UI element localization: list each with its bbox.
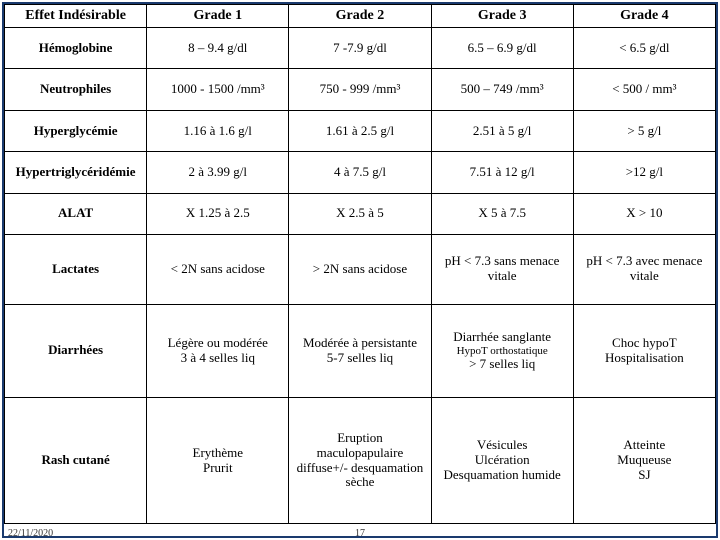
- cell: 6.5 – 6.9 g/dl: [431, 28, 573, 69]
- cell: 1000 - 1500 /mm³: [147, 69, 289, 110]
- cell: < 2N sans acidose: [147, 235, 289, 305]
- header-grade4: Grade 4: [573, 5, 715, 28]
- cell: 7 -7.9 g/dl: [289, 28, 431, 69]
- cell: 750 - 999 /mm³: [289, 69, 431, 110]
- cell: AtteinteMuqueuseSJ: [573, 398, 715, 524]
- header-grade3: Grade 3: [431, 5, 573, 28]
- cell: Légère ou modérée3 à 4 selles liq: [147, 304, 289, 397]
- header-grade2: Grade 2: [289, 5, 431, 28]
- cell: 8 – 9.4 g/dl: [147, 28, 289, 69]
- header-grade1: Grade 1: [147, 5, 289, 28]
- table-header-row: Effet Indésirable Grade 1 Grade 2 Grade …: [5, 5, 716, 28]
- row-label: Hypertriglycéridémie: [5, 152, 147, 193]
- cell: pH < 7.3 avec menace vitale: [573, 235, 715, 305]
- cell: Modérée à persistante5-7 selles liq: [289, 304, 431, 397]
- cell: > 5 g/l: [573, 110, 715, 151]
- table-row: Hyperglycémie1.16 à 1.6 g/l1.61 à 2.5 g/…: [5, 110, 716, 151]
- cell: 1.16 à 1.6 g/l: [147, 110, 289, 151]
- cell: Diarrhée sanglanteHypoT orthostatique> 7…: [431, 304, 573, 397]
- cell: 2 à 3.99 g/l: [147, 152, 289, 193]
- table-row: Lactates< 2N sans acidose> 2N sans acido…: [5, 235, 716, 305]
- cell: pH < 7.3 sans menace vitale: [431, 235, 573, 305]
- cell: VésiculesUlcérationDesquamation humide: [431, 398, 573, 524]
- row-label: ALAT: [5, 193, 147, 234]
- cell: X > 10: [573, 193, 715, 234]
- table-row: Rash cutanéErythèmePruritEruption maculo…: [5, 398, 716, 524]
- cell: 4 à 7.5 g/l: [289, 152, 431, 193]
- cell: X 1.25 à 2.5: [147, 193, 289, 234]
- row-label: Rash cutané: [5, 398, 147, 524]
- adverse-effects-table: Effet Indésirable Grade 1 Grade 2 Grade …: [4, 4, 716, 524]
- row-label: Hyperglycémie: [5, 110, 147, 151]
- cell: < 500 / mm³: [573, 69, 715, 110]
- page-number: 17: [355, 528, 365, 539]
- cell: ErythèmePrurit: [147, 398, 289, 524]
- cell: 500 – 749 /mm³: [431, 69, 573, 110]
- row-label: Diarrhées: [5, 304, 147, 397]
- cell: Choc hypoTHospitalisation: [573, 304, 715, 397]
- row-label: Neutrophiles: [5, 69, 147, 110]
- cell: 7.51 à 12 g/l: [431, 152, 573, 193]
- cell: >12 g/l: [573, 152, 715, 193]
- header-effet: Effet Indésirable: [5, 5, 147, 28]
- row-label: Lactates: [5, 235, 147, 305]
- table-row: Neutrophiles1000 - 1500 /mm³750 - 999 /m…: [5, 69, 716, 110]
- row-label: Hémoglobine: [5, 28, 147, 69]
- cell: X 2.5 à 5: [289, 193, 431, 234]
- cell: < 6.5 g/dl: [573, 28, 715, 69]
- table-body: Hémoglobine8 – 9.4 g/dl7 -7.9 g/dl6.5 – …: [5, 28, 716, 524]
- footer-date: 22/11/2020: [8, 528, 53, 539]
- cell: X 5 à 7.5: [431, 193, 573, 234]
- table-row: DiarrhéesLégère ou modérée3 à 4 selles l…: [5, 304, 716, 397]
- table-row: Hypertriglycéridémie2 à 3.99 g/l4 à 7.5 …: [5, 152, 716, 193]
- cell: 1.61 à 2.5 g/l: [289, 110, 431, 151]
- table-row: Hémoglobine8 – 9.4 g/dl7 -7.9 g/dl6.5 – …: [5, 28, 716, 69]
- table-row: ALATX 1.25 à 2.5X 2.5 à 5X 5 à 7.5X > 10: [5, 193, 716, 234]
- cell: 2.51 à 5 g/l: [431, 110, 573, 151]
- cell: Eruption maculopapulaire diffuse+/- desq…: [289, 398, 431, 524]
- cell: > 2N sans acidose: [289, 235, 431, 305]
